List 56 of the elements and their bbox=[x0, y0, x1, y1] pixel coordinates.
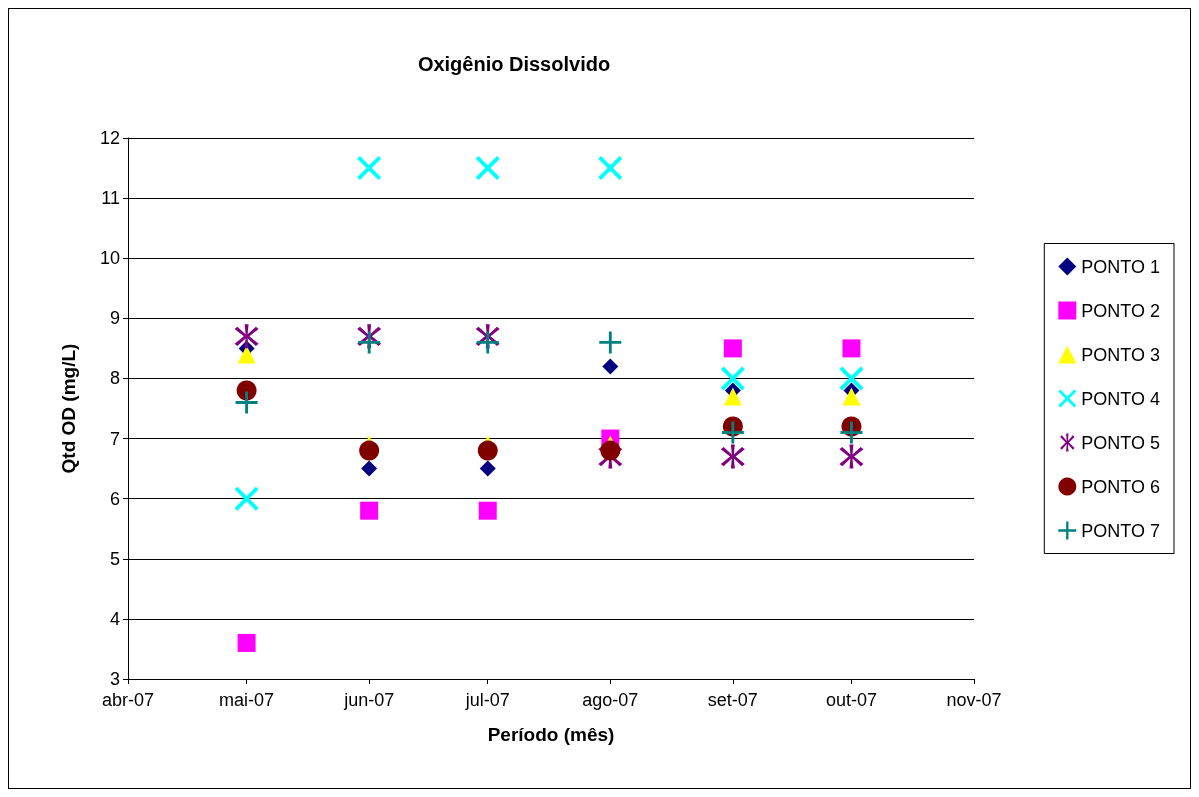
point bbox=[839, 366, 864, 391]
x-tick-label: abr-07 bbox=[101, 690, 155, 710]
legend-label: PONTO 6 bbox=[1081, 476, 1161, 497]
legend-label: PONTO 1 bbox=[1081, 256, 1161, 277]
point bbox=[477, 440, 498, 461]
point bbox=[359, 440, 380, 461]
y-tick-label: 6 bbox=[109, 488, 120, 509]
x-tick-label: out-07 bbox=[825, 690, 877, 710]
point bbox=[361, 460, 378, 477]
x-tick-label: mai-07 bbox=[219, 690, 275, 710]
point bbox=[358, 331, 381, 354]
y-tick-label: 9 bbox=[109, 308, 120, 329]
x-axis-title: Período (mês) bbox=[487, 724, 615, 745]
point bbox=[479, 460, 496, 477]
point bbox=[721, 421, 744, 444]
point bbox=[476, 331, 499, 354]
point bbox=[720, 444, 745, 469]
x-tick-label: jul-07 bbox=[464, 690, 510, 710]
y-tick-label: 4 bbox=[109, 608, 120, 629]
legend-label: PONTO 3 bbox=[1081, 344, 1161, 365]
point bbox=[600, 440, 621, 461]
x-tick-label: nov-07 bbox=[946, 690, 1002, 710]
y-tick-label: 10 bbox=[99, 248, 120, 269]
y-tick-label: 12 bbox=[99, 128, 120, 148]
legend-label: PONTO 4 bbox=[1081, 388, 1161, 409]
point bbox=[599, 331, 622, 354]
point bbox=[842, 339, 861, 358]
legend-label: PONTO 7 bbox=[1081, 520, 1161, 541]
point bbox=[720, 366, 745, 391]
point bbox=[723, 339, 742, 358]
y-tick-label: 7 bbox=[109, 428, 120, 449]
point bbox=[478, 501, 497, 520]
y-tick-label: 11 bbox=[101, 188, 120, 209]
chart-title: Oxigênio Dissolvido bbox=[417, 53, 611, 75]
point bbox=[235, 391, 258, 414]
legend-label: PONTO 2 bbox=[1081, 300, 1161, 321]
point bbox=[234, 486, 259, 511]
point bbox=[602, 358, 619, 375]
point bbox=[598, 156, 623, 181]
y-tick-label: 5 bbox=[109, 548, 120, 569]
point bbox=[357, 156, 382, 181]
y-axis-title: Qtd OD (mg/L) bbox=[58, 343, 79, 474]
point bbox=[842, 387, 861, 406]
point bbox=[839, 444, 864, 469]
point bbox=[237, 633, 256, 652]
x-tick-label: ago-07 bbox=[582, 690, 639, 710]
point bbox=[475, 156, 500, 181]
x-tick-label: jun-07 bbox=[343, 690, 395, 710]
x-tick-label: set-07 bbox=[707, 690, 758, 710]
point bbox=[723, 387, 742, 406]
legend-label: PONTO 5 bbox=[1081, 432, 1161, 453]
point bbox=[234, 324, 259, 349]
point bbox=[360, 501, 379, 520]
y-tick-label: 8 bbox=[109, 368, 120, 389]
point bbox=[840, 421, 863, 444]
y-tick-label: 3 bbox=[109, 669, 120, 689]
